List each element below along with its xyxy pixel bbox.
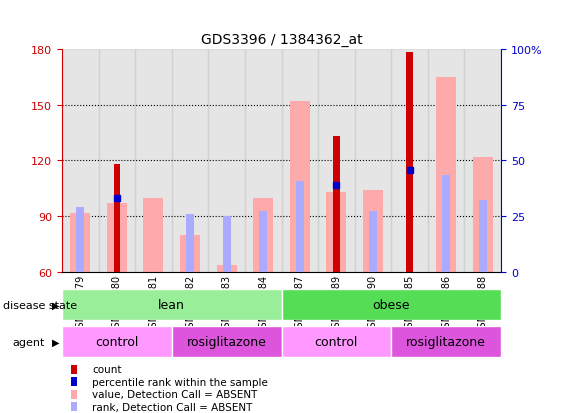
- Bar: [62, 326, 172, 357]
- Bar: [172, 50, 208, 273]
- Bar: [253, 198, 273, 273]
- Bar: [428, 50, 464, 273]
- Text: count: count: [92, 364, 122, 374]
- Bar: [76, 207, 84, 273]
- Bar: [208, 50, 245, 273]
- Bar: [442, 176, 450, 273]
- Bar: [70, 213, 90, 273]
- Bar: [479, 200, 487, 273]
- Bar: [318, 50, 355, 273]
- Text: rosiglitazone: rosiglitazone: [187, 335, 266, 348]
- Text: control: control: [315, 335, 358, 348]
- Bar: [186, 215, 194, 273]
- Bar: [71, 377, 77, 386]
- Bar: [355, 50, 391, 273]
- Text: rosiglitazone: rosiglitazone: [406, 335, 486, 348]
- Text: obese: obese: [373, 298, 410, 311]
- Bar: [473, 157, 493, 273]
- Bar: [436, 77, 456, 273]
- Text: control: control: [95, 335, 138, 348]
- Bar: [333, 137, 339, 273]
- Text: percentile rank within the sample: percentile rank within the sample: [92, 377, 268, 387]
- Bar: [464, 50, 501, 273]
- Bar: [71, 402, 77, 411]
- Bar: [282, 289, 501, 320]
- Bar: [369, 211, 377, 273]
- Bar: [62, 289, 282, 320]
- Bar: [135, 50, 172, 273]
- Bar: [282, 50, 318, 273]
- Bar: [144, 198, 163, 273]
- Bar: [391, 50, 428, 273]
- Bar: [99, 50, 135, 273]
- Bar: [172, 326, 282, 357]
- Bar: [391, 326, 501, 357]
- Title: GDS3396 / 1384362_at: GDS3396 / 1384362_at: [200, 33, 363, 47]
- Bar: [406, 53, 413, 273]
- Bar: [114, 165, 120, 273]
- Bar: [296, 181, 304, 273]
- Bar: [217, 265, 236, 273]
- Bar: [282, 326, 391, 357]
- Text: lean: lean: [158, 298, 185, 311]
- Bar: [62, 50, 99, 273]
- Bar: [245, 50, 282, 273]
- Bar: [180, 235, 200, 273]
- Bar: [71, 390, 77, 399]
- Bar: [290, 102, 310, 273]
- Text: value, Detection Call = ABSENT: value, Detection Call = ABSENT: [92, 389, 257, 399]
- Bar: [107, 204, 127, 273]
- Text: ▶: ▶: [52, 337, 60, 347]
- Bar: [259, 211, 267, 273]
- Bar: [327, 192, 346, 273]
- Text: disease state: disease state: [3, 300, 77, 310]
- Bar: [363, 191, 383, 273]
- Text: ▶: ▶: [52, 300, 60, 310]
- Text: rank, Detection Call = ABSENT: rank, Detection Call = ABSENT: [92, 401, 253, 411]
- Bar: [222, 217, 231, 273]
- Bar: [71, 365, 77, 374]
- Text: agent: agent: [12, 337, 45, 347]
